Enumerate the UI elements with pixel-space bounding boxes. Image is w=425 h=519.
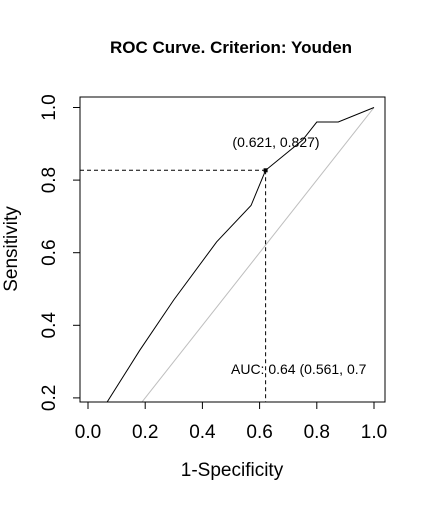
reference-diagonal-line — [141, 107, 375, 402]
chart-title: ROC Curve. Criterion: Youden — [110, 38, 352, 57]
x-tick-label: 0.4 — [189, 422, 216, 443]
y-tick-label: 1.0 — [39, 94, 60, 120]
x-tick-label: 0.0 — [75, 422, 101, 443]
y-axis-label: Sensitivity — [1, 206, 22, 292]
plot-layer — [80, 107, 375, 402]
auc-annotation: AUC: 0.64 (0.561, 0.7 — [231, 361, 367, 377]
x-tick-label: 0.2 — [132, 422, 158, 443]
x-tick-label: 1.0 — [361, 422, 387, 443]
x-tick-label: 0.6 — [246, 422, 272, 443]
y-tick-label: 0.8 — [39, 167, 60, 193]
y-tick-label: 0.6 — [39, 239, 60, 265]
x-tick-label: 0.8 — [304, 422, 330, 443]
optimal-point-label: (0.621, 0.827) — [232, 134, 319, 150]
roc-curve-line — [106, 107, 375, 402]
y-tick-label: 0.4 — [39, 312, 60, 339]
y-axis: 0.2 0.4 0.6 0.8 1.0 — [39, 94, 81, 411]
x-axis: 0.0 0.2 0.4 0.6 0.8 1.0 — [75, 401, 387, 443]
optimal-point-marker — [263, 168, 268, 173]
x-axis-label: 1-Specificity — [181, 460, 284, 481]
y-tick-label: 0.2 — [39, 385, 60, 411]
